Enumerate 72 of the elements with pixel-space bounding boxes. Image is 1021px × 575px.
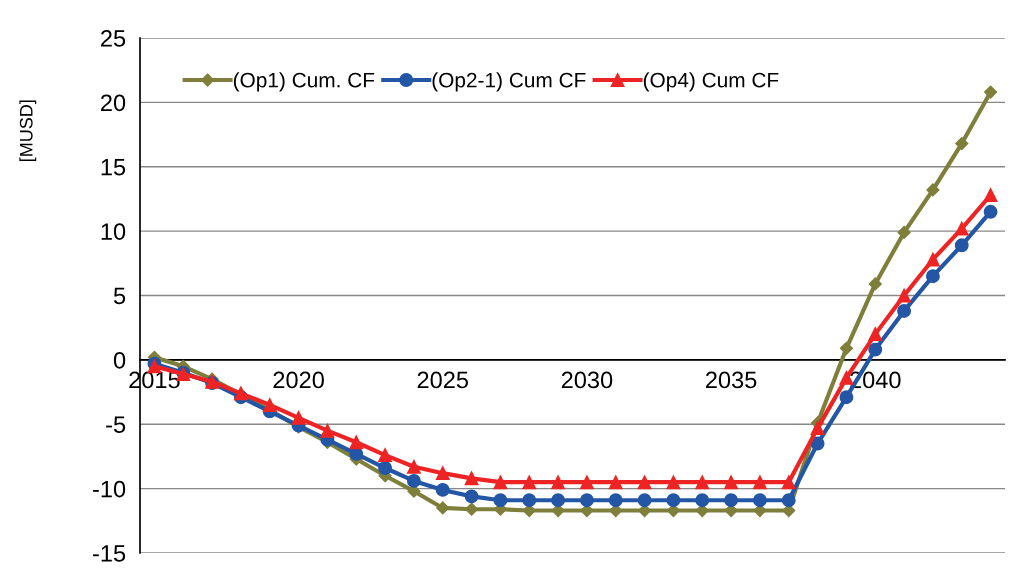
point [897,304,912,318]
point [291,410,306,425]
point [522,475,537,490]
point [551,493,566,508]
point [897,288,912,303]
point [637,475,652,490]
point [435,482,450,497]
y-tick-label: 20 [101,94,126,112]
point [666,475,681,490]
point [925,269,940,284]
point [810,421,825,436]
point [695,493,710,508]
point [926,183,940,197]
point [493,493,508,508]
point [493,475,508,490]
point [925,252,940,267]
point [464,471,479,486]
point [637,493,652,508]
point [436,501,450,515]
point [464,502,479,516]
x-tick-label: 2030 [561,371,613,389]
point [810,436,825,451]
x-tick-label: 2020 [273,371,324,389]
point [724,493,739,508]
point [522,493,537,508]
point [464,489,479,504]
point [983,204,998,219]
point [406,473,421,488]
point [868,342,883,357]
y-tick-label: -5 [106,416,126,434]
point [752,475,767,490]
point [349,435,364,450]
point [695,475,710,490]
point [378,461,393,475]
legend-label: (Op4) Cum CF [643,72,779,92]
point [406,459,421,474]
point [724,475,739,490]
point [781,493,796,508]
point [608,475,623,490]
point [435,466,450,481]
y-tick-label: 15 [101,159,126,176]
y-axis-title: [MUSD] [19,100,37,162]
point [551,475,566,490]
point [608,493,623,508]
legend-label: (Op1) Cum. CF [233,72,375,92]
point [579,493,594,508]
point [781,475,796,490]
legend-label: (Op2-1) Cum CF [432,72,586,92]
point [954,238,969,253]
y-tick-label: 25 [101,30,126,47]
point [378,448,393,463]
point [868,327,883,342]
point [955,136,969,151]
point [839,390,854,405]
point [752,493,767,508]
point [868,277,882,291]
point [666,493,681,508]
y-tick-label: 0 [113,351,126,369]
point [983,188,998,203]
y-tick-label: -15 [93,545,126,562]
point [983,85,998,99]
y-tick-label: -10 [93,480,126,498]
point [897,225,911,240]
point [320,423,335,438]
point [954,221,969,236]
x-tick-label: 2025 [417,371,469,389]
point [839,341,854,355]
point [579,475,594,490]
point [262,397,277,412]
x-tick-label: 2035 [706,371,757,389]
y-tick-label: 10 [101,223,126,240]
y-tick-label: 5 [113,287,126,305]
